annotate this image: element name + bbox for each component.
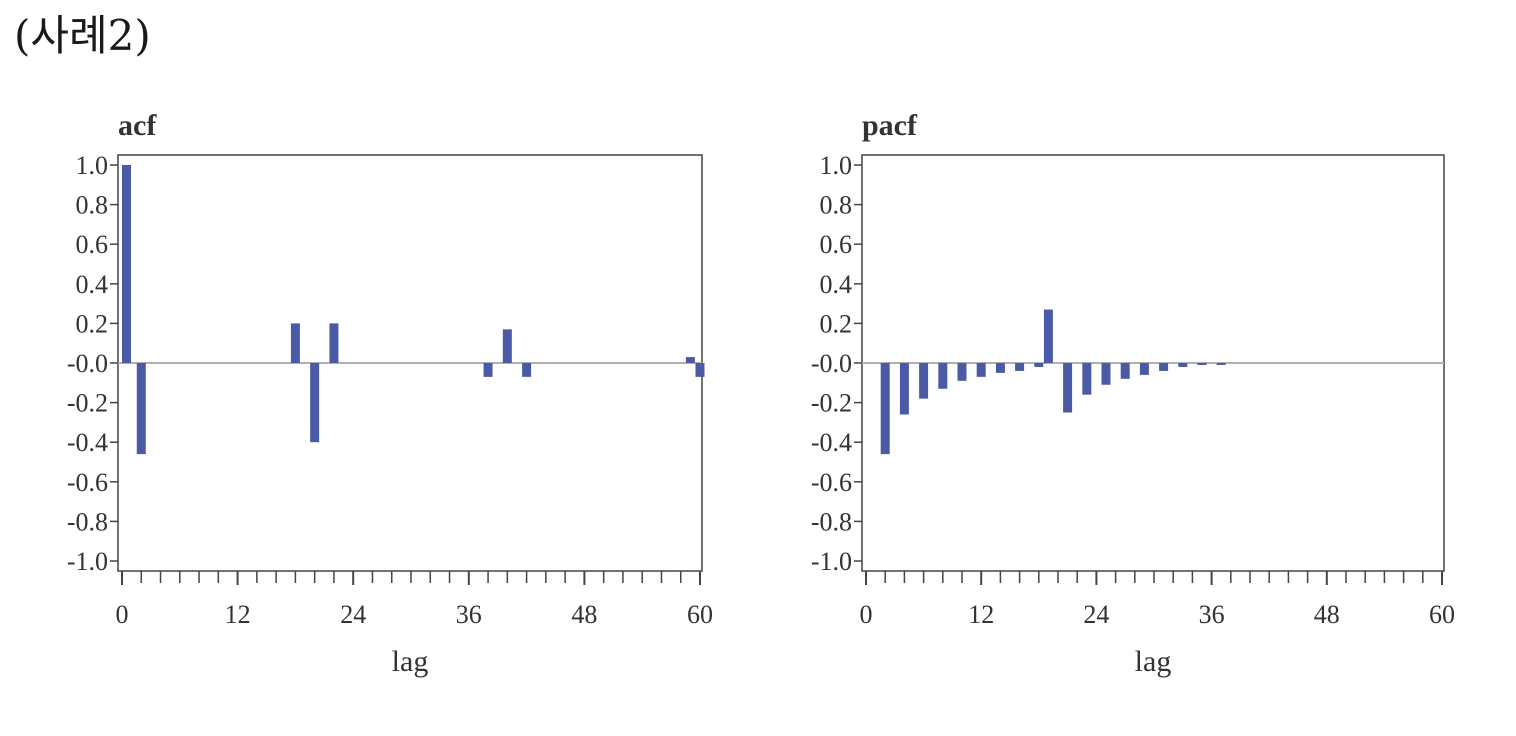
bar — [899, 363, 909, 415]
x-tick-label: 12 — [968, 600, 994, 629]
x-tick-label: 0 — [860, 600, 873, 629]
y-tick-label: -0.6 — [67, 468, 108, 497]
x-tick-label: 0 — [116, 600, 129, 629]
chart-title: pacf — [862, 109, 918, 142]
y-tick-label: -0.0 — [67, 349, 108, 378]
chart-title: acf — [118, 109, 157, 142]
y-tick-label: -1.0 — [811, 547, 852, 576]
x-tick-label: 60 — [687, 600, 713, 629]
x-axis-title: lag — [392, 645, 429, 678]
bar — [1034, 363, 1044, 367]
y-tick-label: -0.6 — [811, 468, 852, 497]
bar — [919, 363, 929, 399]
y-tick-label: -0.0 — [811, 349, 852, 378]
y-tick-label: -0.2 — [67, 389, 108, 418]
bar — [1178, 363, 1188, 367]
bar — [1082, 363, 1092, 395]
x-tick-label: 24 — [1083, 600, 1109, 629]
y-tick-label: 0.8 — [820, 191, 853, 220]
bar — [938, 363, 948, 389]
y-tick-label: 0.2 — [76, 309, 109, 338]
x-tick-label: 12 — [225, 600, 251, 629]
y-tick-label: -0.8 — [67, 507, 108, 536]
bar — [1043, 309, 1053, 363]
bar — [1063, 363, 1073, 413]
bar — [957, 363, 967, 381]
bar — [880, 363, 890, 455]
bar — [522, 363, 532, 377]
bar — [290, 323, 300, 363]
y-tick-label: -0.4 — [811, 428, 852, 457]
x-tick-label: 48 — [571, 600, 597, 629]
x-tick-label: 48 — [1314, 600, 1340, 629]
y-tick-label: 1.0 — [820, 151, 853, 180]
bar — [685, 357, 695, 363]
x-tick-label: 24 — [340, 600, 366, 629]
bar — [136, 363, 146, 455]
y-tick-label: -0.8 — [811, 507, 852, 536]
bar — [329, 323, 339, 363]
bar — [976, 363, 986, 377]
y-tick-label: 0.6 — [76, 230, 109, 259]
bar — [310, 363, 320, 443]
bar — [502, 329, 512, 363]
y-tick-label: -1.0 — [67, 547, 108, 576]
y-tick-label: 0.6 — [820, 230, 853, 259]
y-tick-label: -0.4 — [67, 428, 108, 457]
y-tick-label: 0.2 — [820, 309, 853, 338]
bar — [995, 363, 1005, 373]
bar — [122, 165, 131, 363]
y-tick-label: 1.0 — [76, 151, 109, 180]
x-tick-label: 36 — [1199, 600, 1225, 629]
x-tick-label: 60 — [1429, 600, 1455, 629]
bar — [1197, 363, 1207, 365]
y-tick-label: 0.8 — [76, 191, 109, 220]
acf-chart: acf 1.0 0.8 0.6 0.4 0.2 -0.0 -0.2 -0.4 -0.6 -0.8 -1… — [67, 109, 713, 678]
bar — [1216, 363, 1226, 365]
bar — [695, 363, 705, 377]
bar — [1101, 363, 1111, 385]
bar — [1159, 363, 1169, 371]
y-tick-label: 0.4 — [820, 270, 853, 299]
y-tick-label: 0.4 — [76, 270, 109, 299]
x-tick-label: 36 — [456, 600, 482, 629]
x-axis-title: lag — [1135, 645, 1172, 678]
y-tick-label: -0.2 — [811, 389, 852, 418]
bar — [483, 363, 493, 377]
bar — [1015, 363, 1025, 371]
bar — [1139, 363, 1149, 375]
page-heading: (사례2) — [14, 11, 151, 60]
bar — [1120, 363, 1130, 379]
